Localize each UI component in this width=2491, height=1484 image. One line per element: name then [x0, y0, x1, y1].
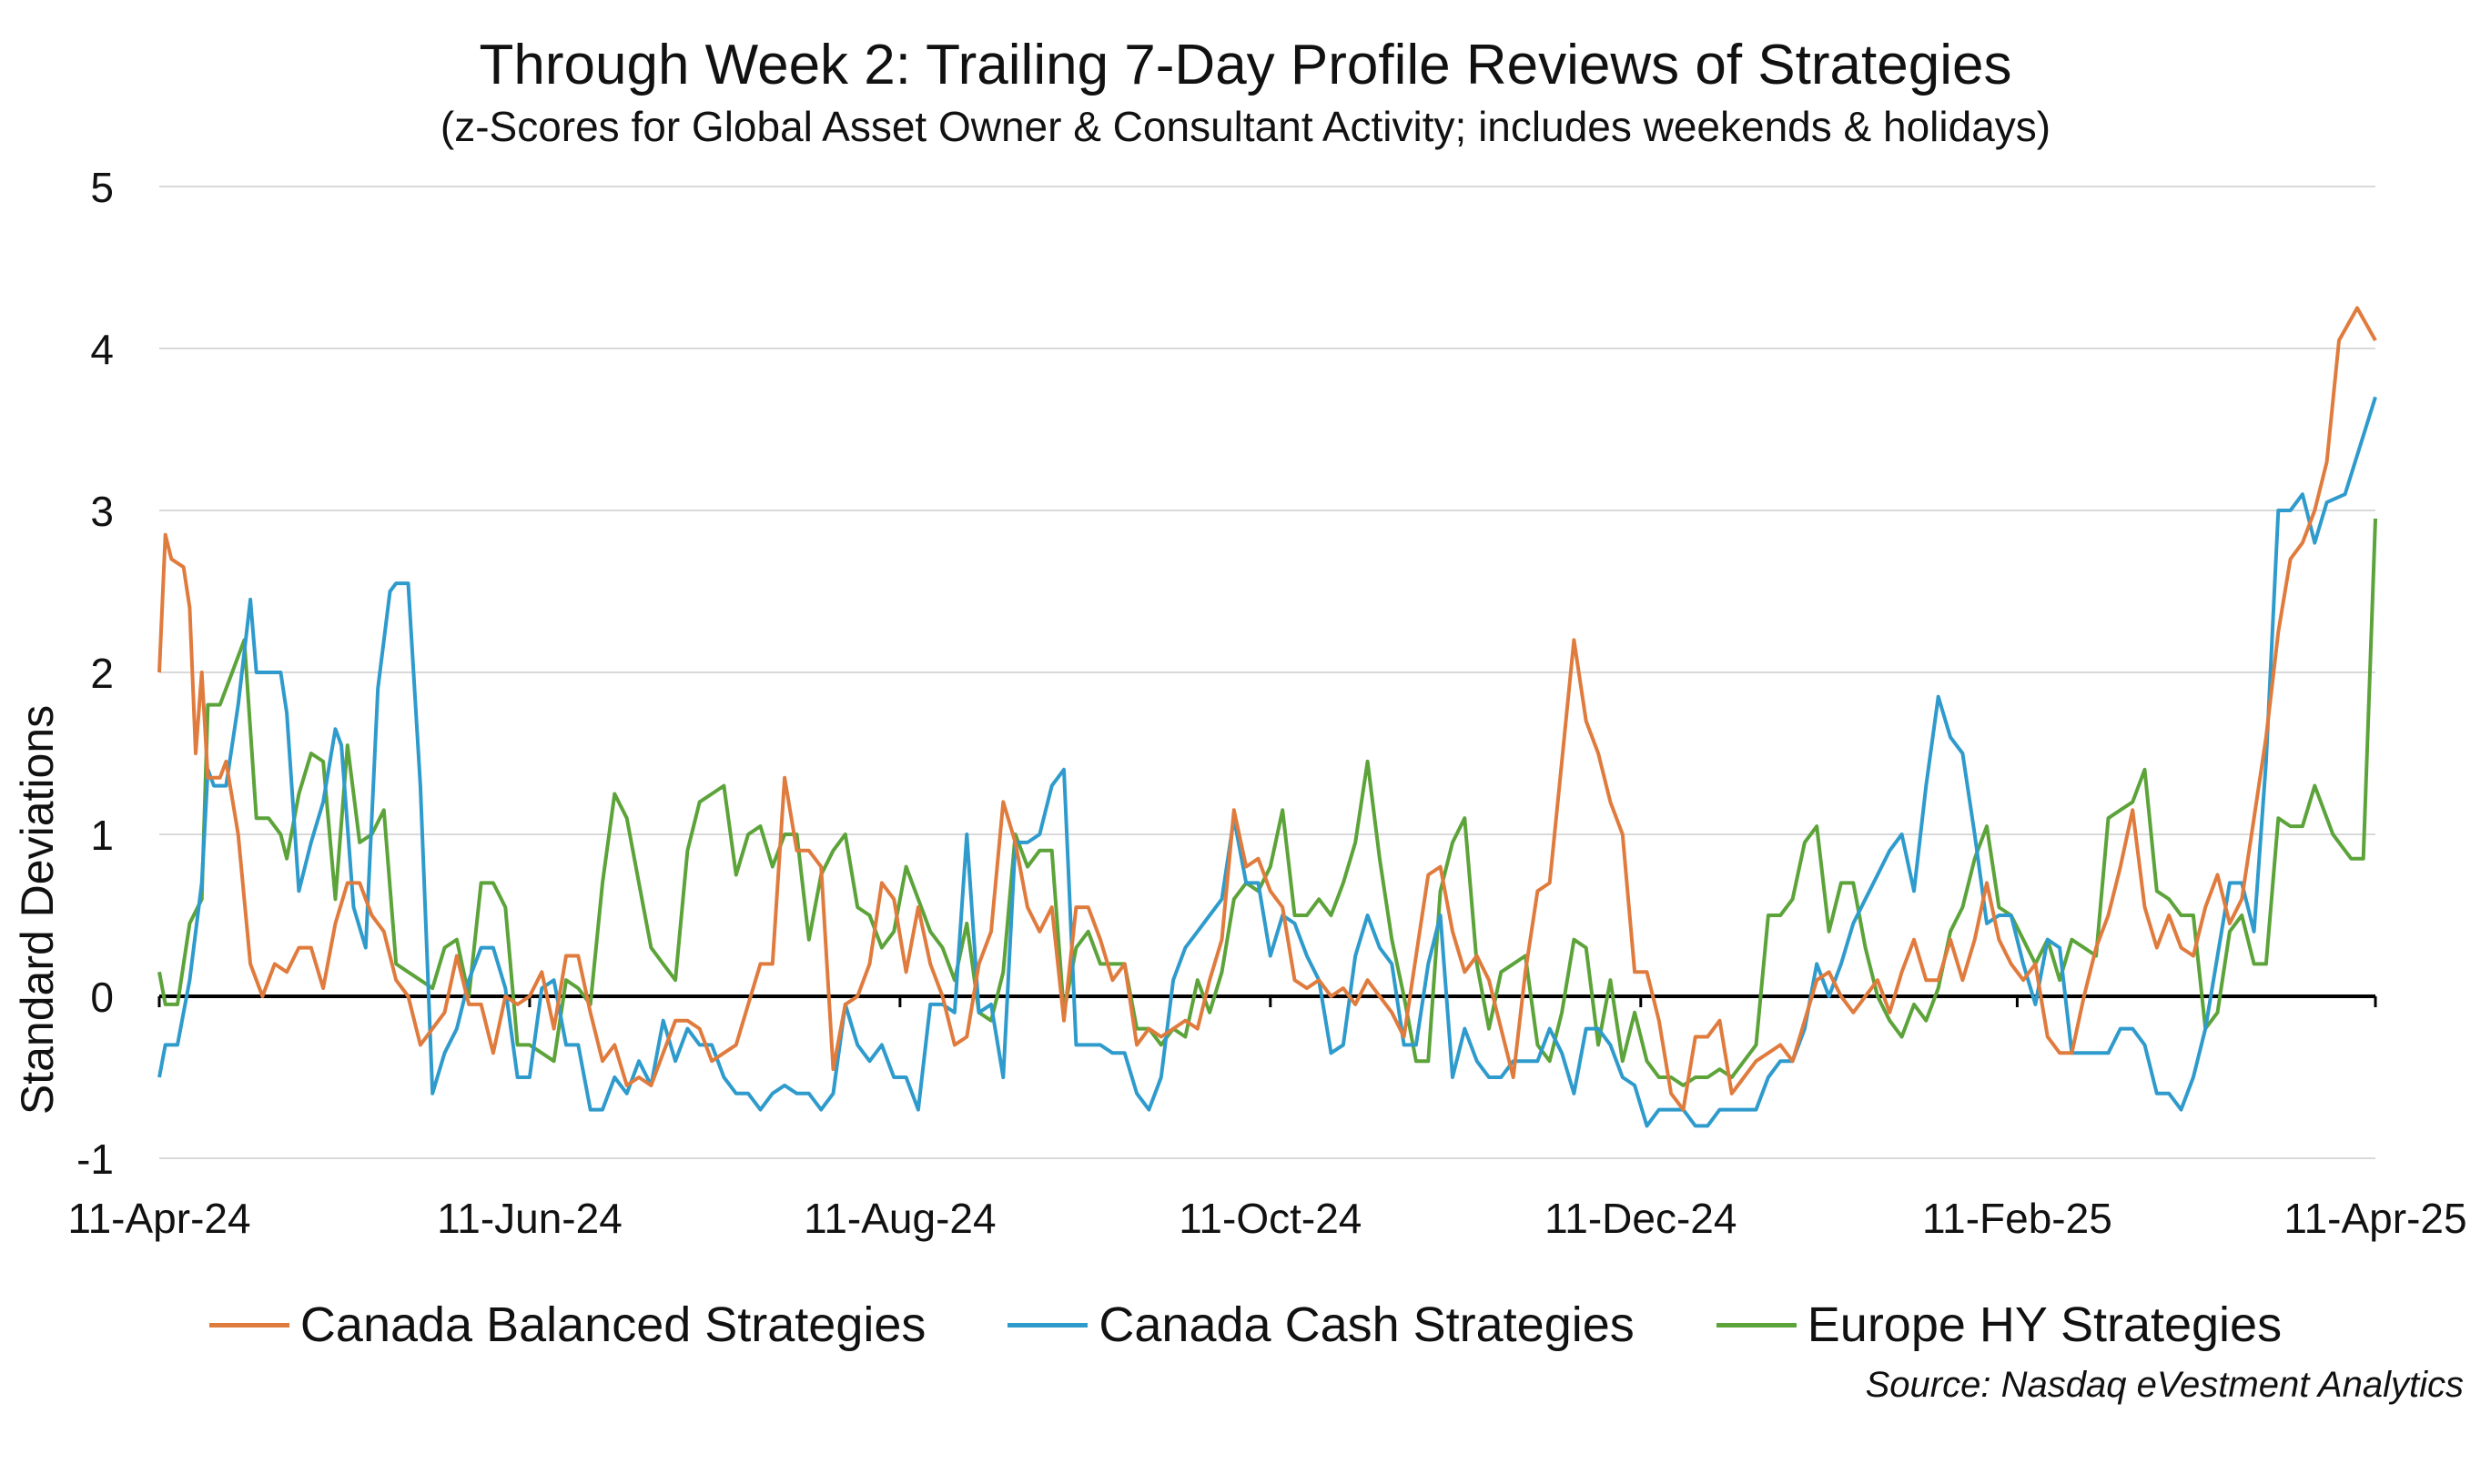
x-tick-label: 11-Jun-24	[437, 1195, 623, 1242]
y-tick-label: 2	[90, 650, 114, 697]
y-tick-label: 1	[90, 812, 114, 859]
x-tick-label: 11-Dec-24	[1544, 1195, 1737, 1242]
legend-label-canada-balanced: Canada Balanced Strategies	[299, 1297, 927, 1352]
x-tick-label: 11-Apr-25	[2283, 1195, 2466, 1242]
chart-subtitle: (z-Scores for Global Asset Owner & Consu…	[440, 103, 2051, 150]
y-axis-label: Standard Deviations	[12, 705, 63, 1115]
y-tick-label: 4	[90, 326, 114, 373]
series-lines	[157, 306, 2377, 1128]
source-note: Source: Nasdaq eVestment Analytics	[1865, 1365, 2464, 1405]
legend: Canada Balanced Strategies Canada Cash S…	[0, 1297, 2491, 1353]
legend-label-canada-cash: Canada Cash Strategies	[1099, 1297, 1635, 1352]
y-tick-label: 5	[90, 164, 114, 211]
y-tick-label: 0	[90, 974, 114, 1021]
legend-swatch-canada-balanced	[208, 1322, 289, 1328]
x-tick-label: 11-Feb-25	[1922, 1195, 2112, 1242]
x-tick-label: 11-Aug-24	[804, 1195, 996, 1242]
legend-swatch-canada-cash	[1008, 1322, 1089, 1328]
gridlines	[159, 186, 2375, 1159]
series-line-europe-hy-strategies	[157, 518, 2377, 1087]
chart-title: Through Week 2: Trailing 7-Day Profile R…	[479, 34, 2012, 96]
y-tick-label: 3	[90, 488, 114, 535]
x-tick-label: 11-Oct-24	[1179, 1195, 1362, 1242]
axes: -1 0 1 2 3 4 5 11-Apr-24 11-Jun-24 11-Aug-24 11-Oc…	[67, 164, 2466, 1242]
legend-item-canada-cash: Canada Cash Strategies	[1008, 1297, 1635, 1353]
legend-swatch-europe-hy	[1716, 1322, 1797, 1328]
legend-label-europe-hy: Europe HY Strategies	[1807, 1297, 2283, 1352]
y-tick-label: -1	[76, 1136, 114, 1183]
series-line-canada-balanced-strategies	[157, 306, 2377, 1112]
legend-item-europe-hy: Europe HY Strategies	[1716, 1297, 2282, 1353]
x-tick-label: 11-Apr-24	[67, 1195, 250, 1242]
legend-item-canada-balanced: Canada Balanced Strategies	[208, 1297, 927, 1353]
